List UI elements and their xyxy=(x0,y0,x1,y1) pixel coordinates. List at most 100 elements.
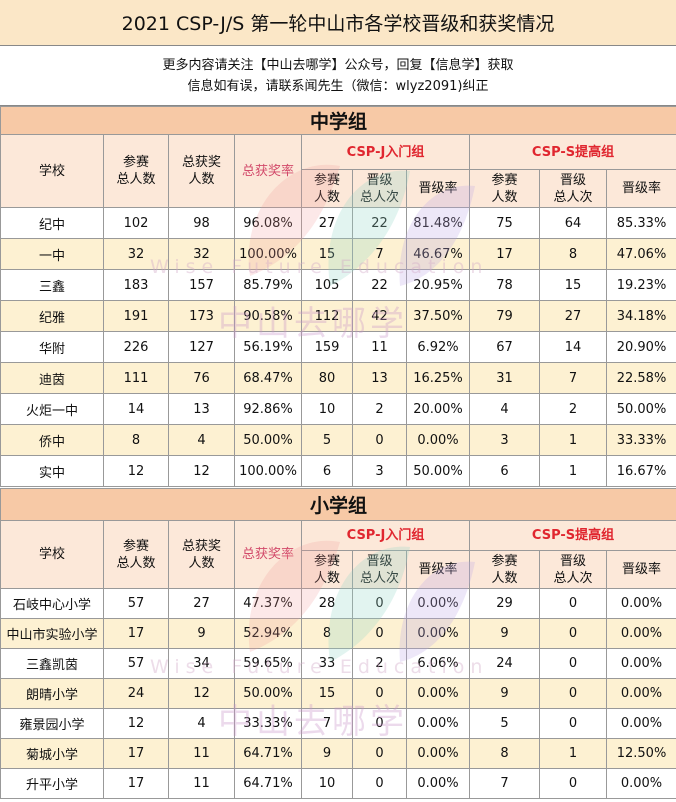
notice-line-2: 信息如有误，请联系闻先生（微信：wlyz2091)纠正 xyxy=(187,78,489,94)
cell-total-awards: 127 xyxy=(168,331,235,363)
header-award-rate: 总获奖率 xyxy=(234,134,302,208)
cell-total-participants: 17 xyxy=(103,738,169,769)
cell-j-participants: 9 xyxy=(301,738,353,769)
cell-s-advance-rate: 0.00% xyxy=(605,768,676,799)
cell-total-awards: 32 xyxy=(168,238,235,270)
cell-award-rate: 100.00% xyxy=(234,238,302,270)
cell-s-advanced: 7 xyxy=(539,362,607,394)
cell-j-advance-rate: 0.00% xyxy=(406,588,470,619)
cell-s-participants: 24 xyxy=(469,648,540,679)
cell-j-participants: 112 xyxy=(301,300,353,332)
cell-s-advance-rate: 20.90% xyxy=(605,331,676,363)
cell-j-participants: 27 xyxy=(301,207,353,239)
header-s-advance-rate: 晋级率 xyxy=(605,550,676,589)
cell-total-awards: 9 xyxy=(168,618,235,649)
header-school: 学校 xyxy=(0,520,104,589)
cell-s-advance-rate: 85.33% xyxy=(605,207,676,239)
cell-total-awards: 98 xyxy=(168,207,235,239)
cell-school: 纪雅 xyxy=(0,300,104,332)
cell-s-participants: 5 xyxy=(469,708,540,739)
cell-total-awards: 12 xyxy=(168,455,235,487)
cell-j-participants: 15 xyxy=(301,678,353,709)
cell-total-participants: 12 xyxy=(103,455,169,487)
cell-s-advanced: 64 xyxy=(539,207,607,239)
cell-j-advance-rate: 37.50% xyxy=(406,300,470,332)
cell-j-advance-rate: 0.00% xyxy=(406,618,470,649)
cell-school: 雍景园小学 xyxy=(0,708,104,739)
cell-j-participants: 159 xyxy=(301,331,353,363)
cell-award-rate: 56.19% xyxy=(234,331,302,363)
cell-j-participants: 33 xyxy=(301,648,353,679)
cell-j-advance-rate: 50.00% xyxy=(406,455,470,487)
cell-s-participants: 9 xyxy=(469,678,540,709)
table-row: 实中 12 12 100.00% 6 3 50.00% 6 1 16.67% xyxy=(0,455,676,487)
cell-school: 三鑫 xyxy=(0,269,104,301)
cell-j-advanced: 11 xyxy=(352,331,407,363)
cell-total-awards: 157 xyxy=(168,269,235,301)
cell-j-advance-rate: 81.48% xyxy=(406,207,470,239)
cell-s-advanced: 27 xyxy=(539,300,607,332)
cell-total-awards: 4 xyxy=(168,708,235,739)
cell-school: 侨中 xyxy=(0,424,104,456)
cell-j-advanced: 0 xyxy=(352,424,407,456)
cell-award-rate: 96.08% xyxy=(234,207,302,239)
cell-total-participants: 57 xyxy=(103,648,169,679)
notice-line-1: 更多内容请关注【中山去哪学】公众号，回复【信息学】获取 xyxy=(162,57,514,73)
group-name-primary: 小学组 xyxy=(0,488,676,521)
cell-total-awards: 12 xyxy=(168,678,235,709)
cell-total-participants: 8 xyxy=(103,424,169,456)
cell-j-participants: 8 xyxy=(301,618,353,649)
table-row: 菊城小学 17 11 64.71% 9 0 0.00% 8 1 12.50% xyxy=(0,738,676,769)
cell-j-participants: 15 xyxy=(301,238,353,270)
cell-j-advanced: 2 xyxy=(352,648,407,679)
cell-j-participants: 10 xyxy=(301,393,353,425)
cell-s-participants: 75 xyxy=(469,207,540,239)
header-j-advance-rate: 晋级率 xyxy=(406,169,470,208)
cell-s-advanced: 1 xyxy=(539,424,607,456)
cell-school: 实中 xyxy=(0,455,104,487)
cell-s-advance-rate: 16.67% xyxy=(605,455,676,487)
cell-j-advanced: 13 xyxy=(352,362,407,394)
cell-award-rate: 64.71% xyxy=(234,738,302,769)
cell-school: 石岐中心小学 xyxy=(0,588,104,619)
cell-s-participants: 9 xyxy=(469,618,540,649)
cell-school: 三鑫凯茵 xyxy=(0,648,104,679)
cell-school: 中山市实验小学 xyxy=(0,618,104,649)
cell-total-awards: 11 xyxy=(168,768,235,799)
cell-award-rate: 33.33% xyxy=(234,708,302,739)
header-j-advanced: 晋级 总人次 xyxy=(352,169,407,208)
table-row: 中山市实验小学 17 9 52.94% 8 0 0.00% 9 0 0.00% xyxy=(0,618,676,649)
header-s-participants: 参赛 人数 xyxy=(469,169,540,208)
header-s-participants: 参赛 人数 xyxy=(469,550,540,589)
cell-award-rate: 85.79% xyxy=(234,269,302,301)
table-row: 一中 32 32 100.00% 15 7 46.67% 17 8 47.06% xyxy=(0,238,676,270)
group-name-middle: 中学组 xyxy=(0,106,676,135)
cell-s-advanced: 0 xyxy=(539,588,607,619)
cell-j-advanced: 0 xyxy=(352,618,407,649)
cell-j-advance-rate: 6.92% xyxy=(406,331,470,363)
cell-j-advance-rate: 20.95% xyxy=(406,269,470,301)
cell-s-participants: 8 xyxy=(469,738,540,769)
cell-total-awards: 4 xyxy=(168,424,235,456)
cell-s-advanced: 0 xyxy=(539,618,607,649)
primary-school-table: 小学组 学校 参赛 总人数 总获奖 人数 总获奖率 CSP-J入门组 CSP-S提高… xyxy=(0,488,676,799)
cell-award-rate: 92.86% xyxy=(234,393,302,425)
cell-j-advanced: 42 xyxy=(352,300,407,332)
header-csp-s: CSP-S提高组 xyxy=(468,520,676,551)
cell-award-rate: 59.65% xyxy=(234,648,302,679)
cell-s-advance-rate: 0.00% xyxy=(605,588,676,619)
cell-j-advance-rate: 0.00% xyxy=(406,678,470,709)
table-row: 三鑫 183 157 85.79% 105 22 20.95% 78 15 19.23% xyxy=(0,269,676,301)
cell-total-awards: 173 xyxy=(168,300,235,332)
cell-total-participants: 17 xyxy=(103,768,169,799)
cell-total-participants: 102 xyxy=(103,207,169,239)
header-j-advance-rate: 晋级率 xyxy=(406,550,470,589)
table-row: 雍景园小学 12 4 33.33% 7 0 0.00% 5 0 0.00% xyxy=(0,708,676,739)
cell-j-participants: 6 xyxy=(301,455,353,487)
cell-school: 华附 xyxy=(0,331,104,363)
cell-j-participants: 5 xyxy=(301,424,353,456)
table-row: 华附 226 127 56.19% 159 11 6.92% 67 14 20.90% xyxy=(0,331,676,363)
header-j-advanced: 晋级 总人次 xyxy=(352,550,407,589)
cell-s-advance-rate: 0.00% xyxy=(605,708,676,739)
cell-total-awards: 34 xyxy=(168,648,235,679)
